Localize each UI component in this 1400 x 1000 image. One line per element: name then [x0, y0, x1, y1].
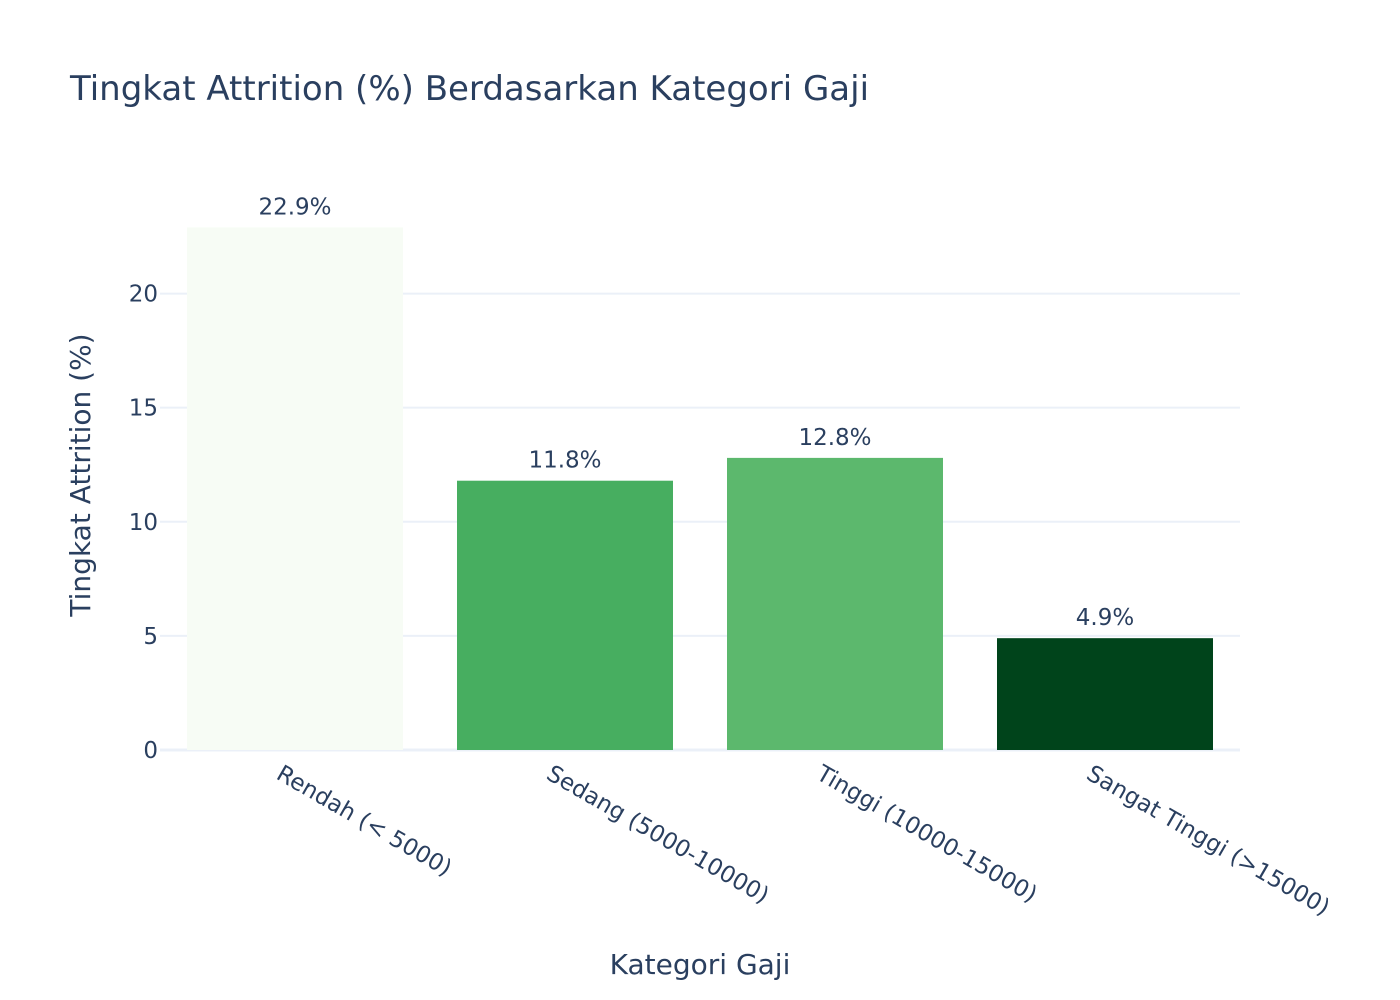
bars	[187, 227, 1213, 751]
data-labels: 22.9% 11.8% 12.8% 4.9%	[258, 194, 1134, 631]
y-tick-label: 5	[143, 624, 158, 650]
bar	[997, 638, 1213, 750]
y-axis-title: Tingkat Attrition (%)	[64, 333, 97, 617]
x-tick-label: Sedang (5000-10000)	[542, 761, 773, 909]
bar	[187, 227, 403, 751]
bar-value-label: 4.9%	[1076, 605, 1134, 631]
chart-title: Tingkat Attrition (%) Berdasarkan Katego…	[69, 69, 869, 109]
bar	[457, 480, 673, 750]
y-tick-label: 10	[129, 510, 158, 536]
y-tick-label: 0	[143, 738, 158, 764]
y-axis-ticks: 0 5 10 15 20	[129, 282, 158, 764]
y-tick-label: 20	[129, 282, 158, 308]
bar	[727, 457, 943, 750]
y-tick-label: 15	[129, 396, 158, 422]
x-tick-label: Tinggi (10000-15000)	[811, 760, 1041, 908]
bar-value-label: 12.8%	[798, 425, 871, 451]
bar-value-label: 11.8%	[528, 448, 601, 474]
x-axis-ticks: Rendah (< 5000) Sedang (5000-10000) Tinggi…	[272, 760, 1334, 921]
x-axis-title: Kategori Gaji	[610, 948, 791, 981]
x-tick-label: Rendah (< 5000)	[272, 761, 456, 882]
x-tick-label: Sangat Tinggi (>15000)	[1082, 761, 1334, 921]
bar-value-label: 22.9%	[258, 194, 331, 220]
